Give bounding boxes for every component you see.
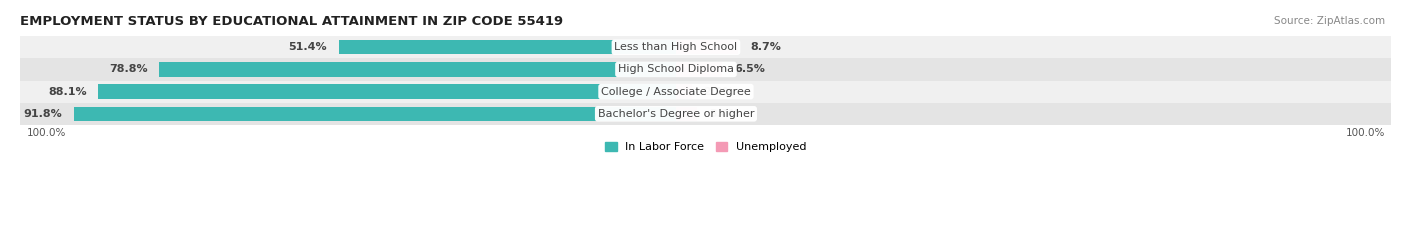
Text: 91.8%: 91.8% bbox=[24, 109, 62, 119]
Text: Less than High School: Less than High School bbox=[614, 42, 738, 52]
Text: College / Associate Degree: College / Associate Degree bbox=[602, 87, 751, 97]
Text: 8.7%: 8.7% bbox=[749, 42, 780, 52]
Text: 51.4%: 51.4% bbox=[288, 42, 328, 52]
Text: High School Diploma: High School Diploma bbox=[619, 64, 734, 74]
Bar bbox=[676, 40, 738, 55]
Text: Source: ZipAtlas.com: Source: ZipAtlas.com bbox=[1274, 16, 1385, 26]
Text: 6.5%: 6.5% bbox=[734, 64, 765, 74]
Legend: In Labor Force, Unemployed: In Labor Force, Unemployed bbox=[600, 137, 810, 157]
Bar bbox=[98, 84, 676, 99]
Text: 100.0%: 100.0% bbox=[1346, 128, 1385, 138]
Text: EMPLOYMENT STATUS BY EDUCATIONAL ATTAINMENT IN ZIP CODE 55419: EMPLOYMENT STATUS BY EDUCATIONAL ATTAINM… bbox=[21, 15, 564, 28]
Bar bbox=[676, 106, 697, 121]
Text: 88.1%: 88.1% bbox=[48, 87, 87, 97]
Text: 3.0%: 3.0% bbox=[709, 109, 740, 119]
Bar bbox=[159, 62, 676, 77]
Text: 100.0%: 100.0% bbox=[27, 128, 66, 138]
Bar bbox=[676, 84, 692, 99]
Text: Bachelor's Degree or higher: Bachelor's Degree or higher bbox=[598, 109, 754, 119]
Bar bbox=[75, 106, 676, 121]
Bar bbox=[21, 103, 1391, 125]
Bar bbox=[21, 36, 1391, 58]
Text: 2.2%: 2.2% bbox=[703, 87, 734, 97]
Bar bbox=[21, 58, 1391, 81]
Bar bbox=[676, 62, 723, 77]
Bar bbox=[21, 81, 1391, 103]
Text: 78.8%: 78.8% bbox=[108, 64, 148, 74]
Bar bbox=[339, 40, 676, 55]
